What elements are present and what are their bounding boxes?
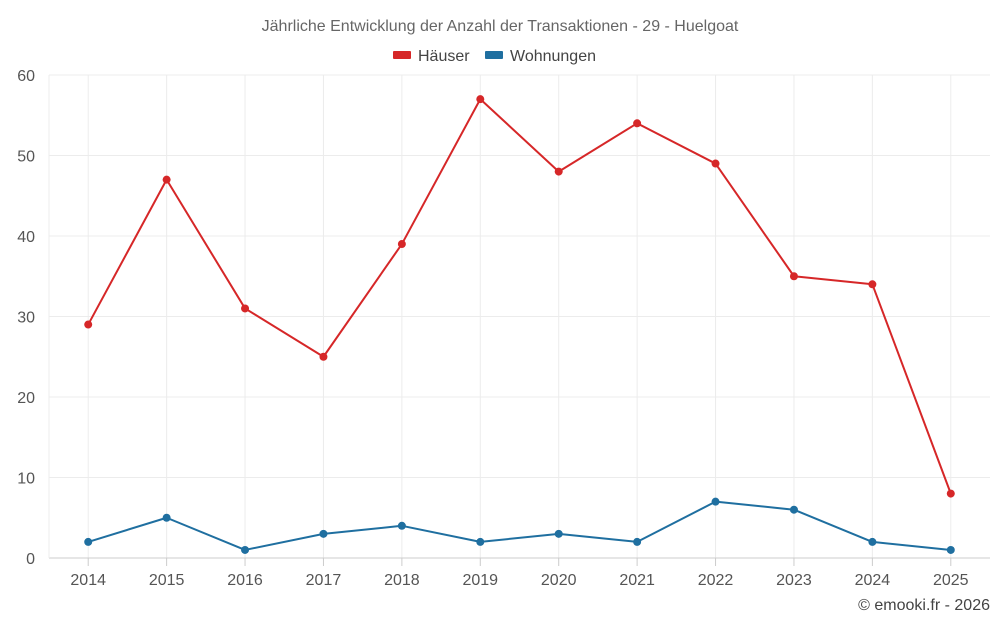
legend-label-wohnungen: Wohnungen: [510, 48, 596, 65]
data-point-wohnungen[interactable]: [84, 537, 93, 546]
x-tick-label: 2017: [306, 572, 342, 589]
data-point-haeuser[interactable]: [319, 352, 328, 361]
axes: 0 10 20 30 40 50 60 2014 2015 2016 2017 2018 2019 202…: [17, 68, 990, 589]
x-tick-label: 2023: [776, 572, 812, 589]
series-layer: [87, 98, 952, 551]
y-tick-label: 10: [17, 471, 35, 488]
x-tick-label: 2014: [70, 572, 106, 589]
data-point-wohnungen[interactable]: [476, 537, 485, 546]
x-tick-label: 2025: [933, 572, 969, 589]
data-point-wohnungen[interactable]: [554, 529, 563, 538]
series-line-wohnungen: [87, 500, 951, 551]
legend-item-haeuser[interactable]: Häuser: [393, 48, 470, 65]
y-tick-label: 0: [26, 551, 35, 568]
legend-swatch-wohnungen: [485, 51, 503, 59]
data-point-wohnungen[interactable]: [162, 513, 171, 522]
data-point-haeuser[interactable]: [84, 320, 93, 329]
series-line-haeuser: [87, 98, 952, 494]
data-point-haeuser[interactable]: [397, 240, 406, 249]
y-tick-label: 20: [17, 390, 35, 407]
data-point-haeuser[interactable]: [241, 304, 250, 313]
y-tick-label: 40: [17, 229, 35, 246]
legend-swatch-haeuser: [393, 51, 411, 59]
x-tick-label: 2016: [227, 572, 263, 589]
legend-label-haeuser: Häuser: [418, 48, 470, 65]
x-tick-label: 2022: [698, 572, 734, 589]
data-point-haeuser[interactable]: [946, 489, 955, 498]
data-point-wohnungen[interactable]: [711, 497, 720, 506]
y-tick-label: 50: [17, 149, 35, 166]
data-point-haeuser[interactable]: [554, 167, 563, 176]
data-point-wohnungen[interactable]: [633, 537, 642, 546]
credit-text: © emooki.fr - 2026: [858, 597, 990, 614]
data-point-wohnungen[interactable]: [241, 545, 250, 554]
data-point-haeuser[interactable]: [789, 272, 798, 281]
data-point-wohnungen[interactable]: [946, 545, 955, 554]
data-point-haeuser[interactable]: [868, 280, 877, 289]
x-tick-label: 2024: [855, 572, 891, 589]
data-point-wohnungen[interactable]: [319, 529, 328, 538]
chart-title: Jährliche Entwicklung der Anzahl der Tra…: [262, 18, 739, 35]
data-point-haeuser[interactable]: [711, 159, 720, 168]
data-point-haeuser[interactable]: [476, 95, 485, 104]
data-point-wohnungen[interactable]: [868, 537, 877, 546]
grid-lines: [49, 74, 990, 558]
x-tick-label: 2021: [619, 572, 655, 589]
legend: Häuser Wohnungen: [393, 48, 596, 65]
x-tick-label: 2015: [149, 572, 185, 589]
data-point-haeuser[interactable]: [633, 119, 642, 128]
x-tick-label: 2018: [384, 572, 420, 589]
y-tick-label: 60: [17, 68, 35, 85]
x-tick-label: 2019: [462, 572, 498, 589]
data-point-haeuser[interactable]: [162, 175, 171, 184]
data-point-wohnungen[interactable]: [789, 505, 798, 514]
legend-item-wohnungen[interactable]: Wohnungen: [485, 48, 596, 65]
x-tick-label: 2020: [541, 572, 577, 589]
points-layer: [84, 95, 955, 554]
y-tick-label: 30: [17, 310, 35, 327]
data-point-wohnungen[interactable]: [397, 521, 406, 530]
